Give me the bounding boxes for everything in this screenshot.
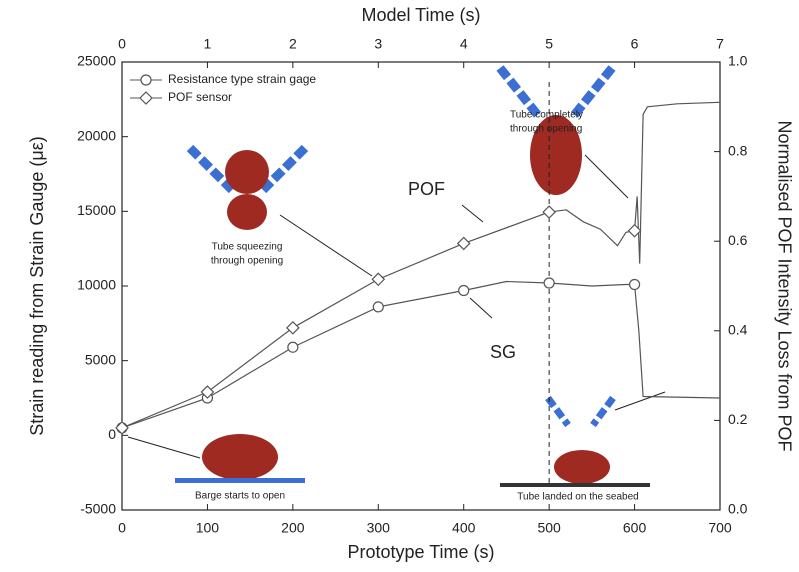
x2-tick-label: 3: [374, 36, 382, 52]
y-axis-label: Strain reading from Strain Gauge (με): [27, 136, 47, 436]
annotation: SG: [490, 342, 516, 362]
legend-label: Resistance type strain gage: [168, 72, 316, 86]
series-line: [121, 101, 721, 429]
marker: [456, 236, 471, 251]
x-tick-label: 600: [623, 520, 647, 536]
series-line: [121, 280, 721, 429]
marker: [371, 272, 386, 287]
x-tick-label: 700: [708, 520, 732, 536]
illustration-through: [496, 65, 616, 195]
y2-tick-label: 0.8: [728, 142, 748, 158]
x2-tick-label: 0: [118, 36, 126, 52]
x2-tick-label: 6: [631, 36, 639, 52]
marker: [372, 301, 384, 313]
y-tick-label: 25000: [77, 53, 116, 69]
marker: [458, 284, 470, 297]
y2-tick-label: 1.0: [728, 53, 748, 69]
marker: [286, 320, 300, 335]
x-tick-label: 400: [452, 520, 476, 536]
y2-tick-label: 0.2: [728, 411, 748, 427]
x-tick-label: 0: [118, 520, 126, 536]
annotation: Tube squeezing: [212, 242, 283, 253]
arrows: [127, 154, 666, 459]
marker: [200, 385, 215, 399]
x-tick-label: 500: [537, 520, 561, 536]
annotation: Barge starts to open: [195, 491, 285, 502]
y-tick-label: 10000: [77, 277, 116, 293]
x2-tick-label: 1: [204, 36, 212, 52]
legend-label: POF sensor: [168, 90, 232, 104]
x-tick-label: 100: [196, 520, 220, 536]
marker: [628, 278, 641, 291]
marker: [627, 223, 642, 238]
y-tick-label: 0: [108, 426, 116, 442]
marker: [115, 421, 129, 435]
marker: [543, 277, 555, 289]
marker: [542, 205, 556, 219]
y-tick-label: 20000: [77, 127, 116, 143]
annotation: through opening: [211, 256, 283, 267]
x2-tick-label: 4: [460, 36, 468, 52]
x-tick-label: 300: [367, 520, 391, 536]
annotation: through opening: [510, 124, 582, 135]
y2-tick-label: 0.0: [728, 501, 748, 517]
illustration-barge: [175, 434, 305, 483]
y2-axis-label: Normalised POF Intensity Loss from POF: [774, 120, 794, 451]
y2-tick-label: 0.6: [728, 232, 748, 248]
y-tick-label: 15000: [77, 202, 116, 218]
x2-tick-label: 5: [545, 36, 553, 52]
legend-marker: [139, 91, 153, 105]
annotation: Tube completely: [510, 110, 583, 121]
illustration-seabed: [500, 395, 650, 487]
x-axis-label: Prototype Time (s): [347, 542, 494, 562]
marker: [287, 341, 299, 353]
annotation: Tube landed on the seabed: [517, 492, 638, 503]
y-tick-label: 5000: [85, 351, 116, 367]
legend-marker: [140, 74, 152, 86]
x2-tick-label: 2: [289, 36, 297, 52]
x2-tick-label: 7: [716, 36, 724, 52]
y-tick-label: -5000: [80, 501, 116, 517]
annotation: POF: [408, 179, 445, 199]
x-tick-label: 200: [281, 520, 305, 536]
x2-axis-label: Model Time (s): [361, 5, 480, 25]
y2-tick-label: 0.4: [728, 322, 748, 338]
illustration-squeeze: [186, 144, 309, 230]
